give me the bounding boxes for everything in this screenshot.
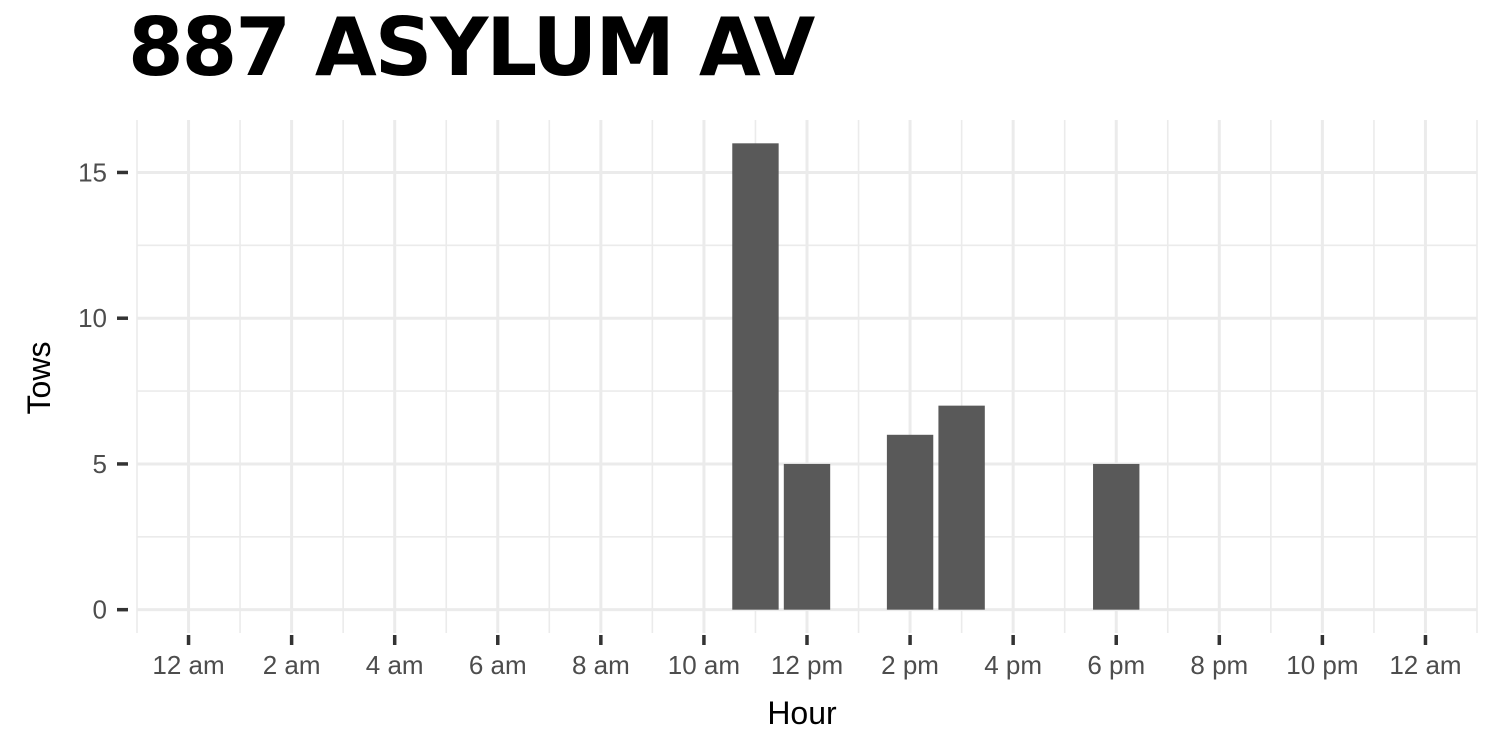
- bar: [886, 434, 934, 610]
- y-tick-label: 0: [93, 595, 107, 625]
- x-tick-label: 4 pm: [984, 650, 1042, 680]
- y-tick-label: 15: [78, 157, 107, 187]
- x-tick-label: 12 am: [1389, 650, 1461, 680]
- x-tick-label: 8 am: [572, 650, 630, 680]
- x-tick-label: 12 pm: [771, 650, 843, 680]
- y-tick-label: 10: [78, 303, 107, 333]
- bar: [1093, 463, 1140, 610]
- x-tick-label: 2 pm: [881, 650, 939, 680]
- x-tick-label: 4 am: [366, 650, 424, 680]
- bars: [732, 143, 1140, 610]
- x-tick-label: 8 pm: [1190, 650, 1248, 680]
- chart-title: 887 ASYLUM AV: [128, 1, 815, 94]
- y-axis-title: Tows: [21, 342, 57, 415]
- x-tick-label: 10 am: [668, 650, 740, 680]
- bar: [783, 463, 831, 610]
- x-tick-label: 12 am: [152, 650, 224, 680]
- y-axis: 0 5 10 15: [78, 157, 128, 625]
- bar: [938, 405, 985, 610]
- x-tick-label: 6 am: [469, 650, 527, 680]
- x-tick-label: 6 pm: [1087, 650, 1145, 680]
- x-tick-label: 2 am: [263, 650, 321, 680]
- x-axis: 12 am 2 am 4 am 6 am 8 am 10 am 12 pm 2 pm 4 pm 6…: [152, 635, 1462, 680]
- bar: [732, 143, 779, 610]
- y-tick-label: 5: [93, 449, 107, 479]
- x-tick-label: 10 pm: [1286, 650, 1358, 680]
- x-axis-title: Hour: [767, 695, 837, 731]
